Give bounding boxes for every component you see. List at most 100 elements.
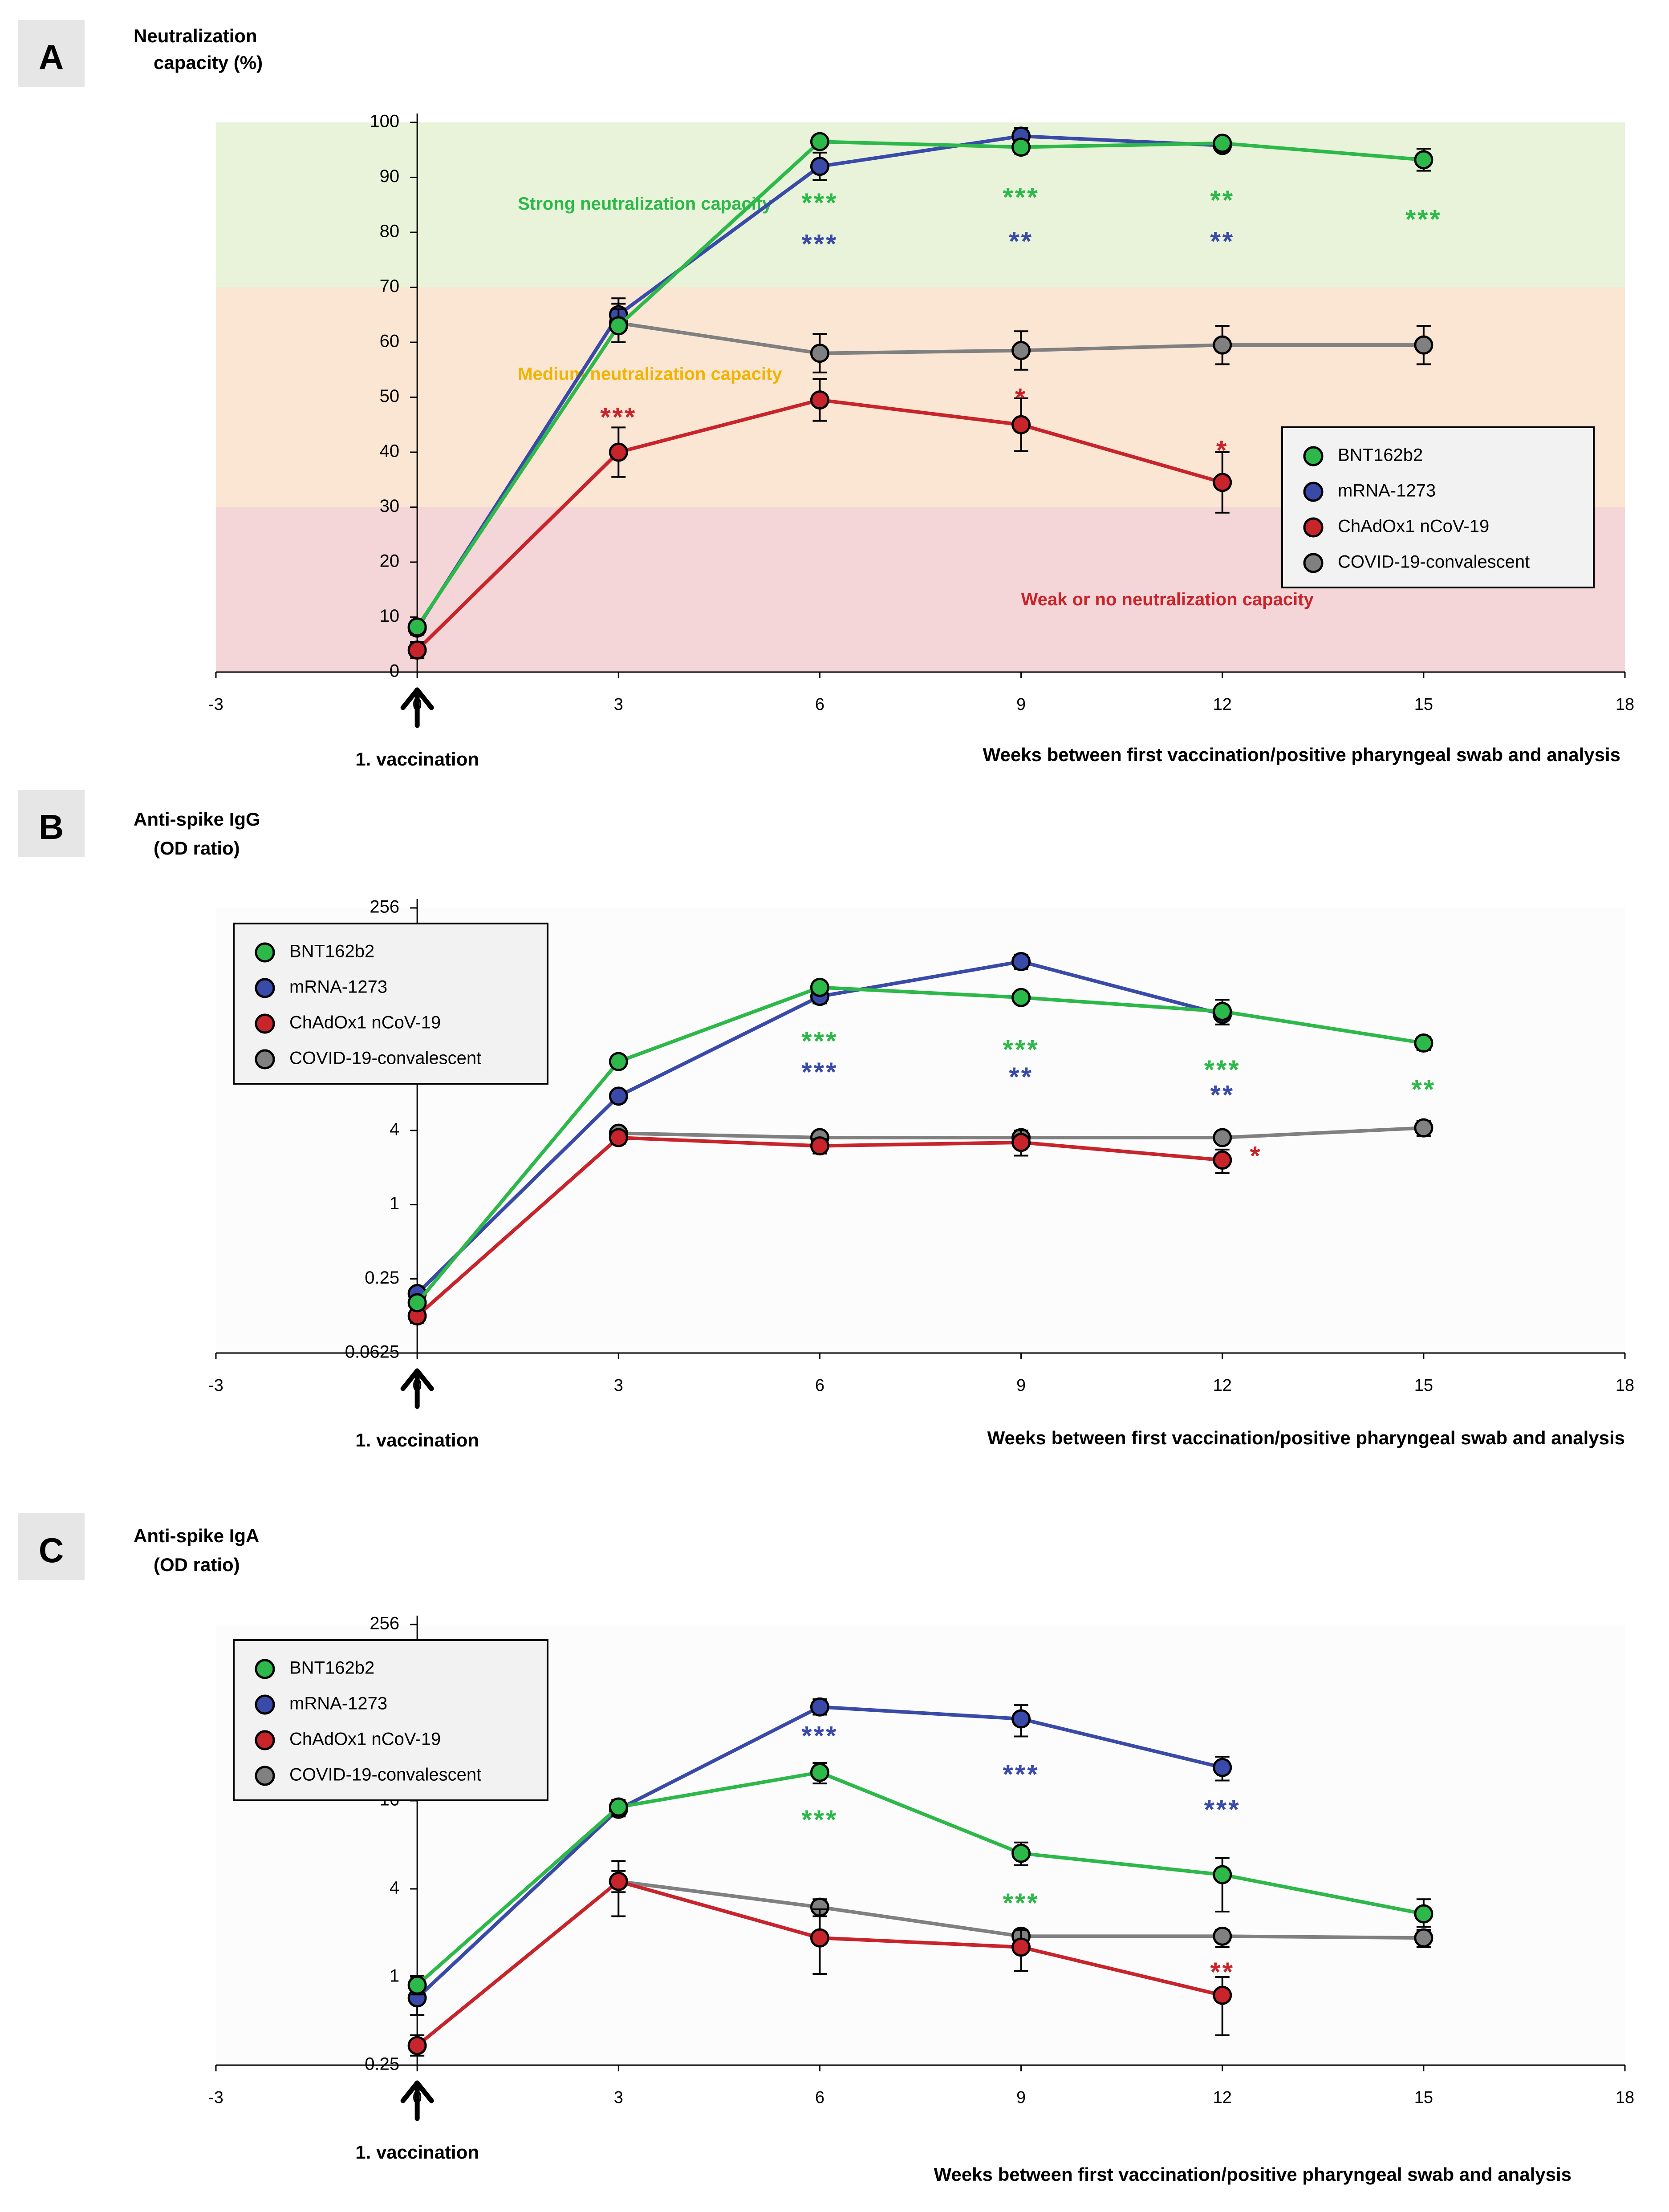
panel-b-point-mrna-1273	[1011, 952, 1031, 971]
panel-a-y-tick-label: 20	[380, 551, 400, 571]
panel-a-legend-marker-mrna-1273	[1303, 482, 1324, 502]
panel-a-legend: BNT162b2 mRNA-1273 ChAdOx1 nCoV-19 COVID-19…	[1281, 426, 1595, 588]
panel-c-significance-annotation: **	[1210, 1957, 1234, 1987]
panel-c-point-bnt162b2	[609, 1797, 628, 1817]
panel-b-x-tick-label: 3	[614, 1376, 623, 1395]
panel-b-x-tick-label: -3	[208, 1376, 223, 1395]
panel-a-significance-annotation: **	[1210, 227, 1234, 256]
panel-c-legend-marker-covid-19-convalescent	[255, 1766, 275, 1786]
panel-a-y-tick-label: 10	[380, 606, 400, 626]
panel-b-point-chadox1-ncov-19	[1011, 1133, 1031, 1152]
panel-b-point-covid-19-convalescent	[1414, 1118, 1433, 1138]
panel-b-series-bnt162b2	[407, 978, 1433, 1313]
panel-c-point-chadox1-ncov-19	[1213, 1985, 1232, 2005]
panel-a-ylabel-line-0: Neutralization	[134, 25, 257, 46]
panel-b-point-bnt162b2	[1414, 1033, 1433, 1053]
panel-b-x-tick-label: 6	[815, 1376, 824, 1395]
panel-a-significance-annotation: ***	[801, 188, 838, 218]
panel-a-significance-annotation: **	[1009, 227, 1033, 256]
panel-c-y-tick-label: 0.25	[365, 2054, 399, 2074]
panel-a-y-tick-label: 100	[370, 112, 399, 131]
panel-c-point-chadox1-ncov-19	[810, 1928, 829, 1948]
panel-a-y-tick-label: 40	[380, 442, 400, 461]
panel-a-y-tick-label: 60	[380, 332, 400, 351]
panel-c-y-tick-label: 1	[390, 1966, 399, 1986]
panel-a-y-tick-label: 90	[380, 166, 400, 186]
panel-b-point-bnt162b2	[609, 1052, 628, 1071]
panel-b-significance-annotation: *	[1250, 1141, 1262, 1171]
panel-a-point-mrna-1273	[810, 157, 829, 176]
panel-a-series-bnt162b2	[407, 132, 1433, 637]
panel-b-significance-annotation: ***	[801, 1057, 838, 1087]
panel-a-point-chadox1-ncov-19	[407, 640, 427, 660]
panel-a-letter-box	[18, 20, 85, 87]
panel-c-series-chadox1-ncov-19	[407, 1870, 1232, 2057]
panel-b-point-bnt162b2	[407, 1293, 427, 1313]
panel-b-point-mrna-1273	[609, 1086, 628, 1106]
panel-a-x-tick-label: -3	[208, 695, 223, 714]
panel-c-significance-annotation: ***	[1003, 1888, 1040, 1918]
panel-c-x-tick-label: 18	[1616, 2088, 1634, 2107]
panel-a-significance-annotation: ***	[1405, 204, 1442, 234]
panel-a-point-bnt162b2	[810, 132, 829, 151]
panel-a-x-tick-label: 18	[1616, 695, 1634, 714]
panel-b-y-tick-label: 1	[390, 1194, 399, 1213]
panel-c-x-tick-label: 9	[1016, 2088, 1026, 2107]
panel-a-letter: A	[39, 37, 64, 77]
panel-c-point-bnt162b2	[1414, 1904, 1433, 1924]
panel-b-legend-label-chadox1-ncov-19: ChAdOx1 nCoV-19	[289, 1013, 441, 1033]
panel-a-point-covid-19-convalescent	[1011, 341, 1031, 361]
panel-c-point-chadox1-ncov-19	[1011, 1937, 1031, 1957]
panel-a: A Neutralization capacity (%) Strong neutra…	[18, 20, 1634, 770]
panels: A Neutralization capacity (%) Strong neutra…	[18, 20, 1634, 2185]
panel-a-legend-marker-covid-19-convalescent	[1303, 553, 1324, 573]
panel-c-x-tick-label: 15	[1414, 2088, 1433, 2107]
panel-b-xlabel: Weeks between first vaccination/positive…	[987, 1427, 1625, 1448]
panel-b-significance-annotation: **	[1210, 1080, 1234, 1110]
panel-b-ylabel-line-0: Anti-spike IgG	[134, 809, 260, 830]
panel-a-significance-annotation: ***	[600, 402, 637, 432]
panel-a-point-chadox1-ncov-19	[1213, 473, 1232, 492]
panel-b-series-chadox1-ncov-19	[407, 1128, 1232, 1326]
panel-a-x-tick-label: 3	[614, 695, 623, 714]
panel-a-point-bnt162b2	[407, 617, 427, 637]
panel-b-line-bnt162b2	[416, 985, 1424, 1304]
panel-c-point-chadox1-ncov-19	[407, 2036, 427, 2055]
panel-a-significance-annotation: *	[1216, 435, 1228, 465]
panel-a-vaccination-arrow-icon	[400, 687, 434, 728]
panel-c-xlabel: Weeks between first vaccination/positive…	[934, 2164, 1572, 2185]
panel-a-significance-annotation: **	[1210, 185, 1234, 215]
panel-a-x-tick-label: 6	[815, 695, 824, 714]
panel-b-letter-box	[18, 790, 85, 857]
panel-b-x-tick-label: 12	[1213, 1376, 1232, 1395]
panel-b-letter: B	[39, 807, 64, 847]
panel-c-legend-marker-mrna-1273	[255, 1694, 275, 1715]
panel-a-xlabel: Weeks between first vaccination/positive…	[983, 744, 1620, 765]
panel-c-legend-label-covid-19-convalescent: COVID-19-convalescent	[289, 1765, 481, 1785]
panel-b-point-bnt162b2	[810, 978, 829, 997]
panel-c-significance-annotation: ***	[1003, 1759, 1040, 1789]
panel-c-legend-marker-bnt162b2	[255, 1659, 275, 1679]
panel-b-legend-marker-covid-19-convalescent	[255, 1049, 275, 1070]
panel-b-x-tick-label: 18	[1616, 1376, 1634, 1395]
panel-a-legend-label-bnt162b2: BNT162b2	[1338, 446, 1423, 465]
panel-b-legend-label-mrna-1273: mRNA-1273	[289, 977, 387, 997]
panel-b-legend-label-bnt162b2: BNT162b2	[289, 942, 374, 961]
panel-b-x-tick-label: 9	[1016, 1376, 1026, 1395]
panel-b-y-tick-label: 0.0625	[345, 1342, 399, 1362]
panel-a-line-bnt162b2	[415, 140, 1424, 628]
panel-b-point-covid-19-convalescent	[1213, 1128, 1232, 1147]
panel-b-significance-annotation: **	[1412, 1074, 1436, 1104]
panel-c-x-tick-label: 12	[1213, 2088, 1232, 2107]
panel-c-letter-box	[18, 1513, 85, 1580]
panel-a-band-label-0: Strong neutralization capacity	[518, 194, 772, 214]
panel-c-legend-label-chadox1-ncov-19: ChAdOx1 nCoV-19	[289, 1730, 441, 1749]
panel-a-legend-label-chadox1-ncov-19: ChAdOx1 nCoV-19	[1338, 517, 1489, 536]
panel-c-point-mrna-1273	[1011, 1709, 1031, 1729]
panel-a-point-covid-19-convalescent	[810, 344, 829, 363]
panel-c-point-bnt162b2	[1213, 1865, 1232, 1884]
panel-b-legend: BNT162b2 mRNA-1273 ChAdOx1 nCoV-19 COVID-19…	[233, 923, 548, 1085]
panel-a-legend-box	[1281, 426, 1595, 588]
panel-c-series-bnt162b2	[407, 1762, 1433, 1996]
